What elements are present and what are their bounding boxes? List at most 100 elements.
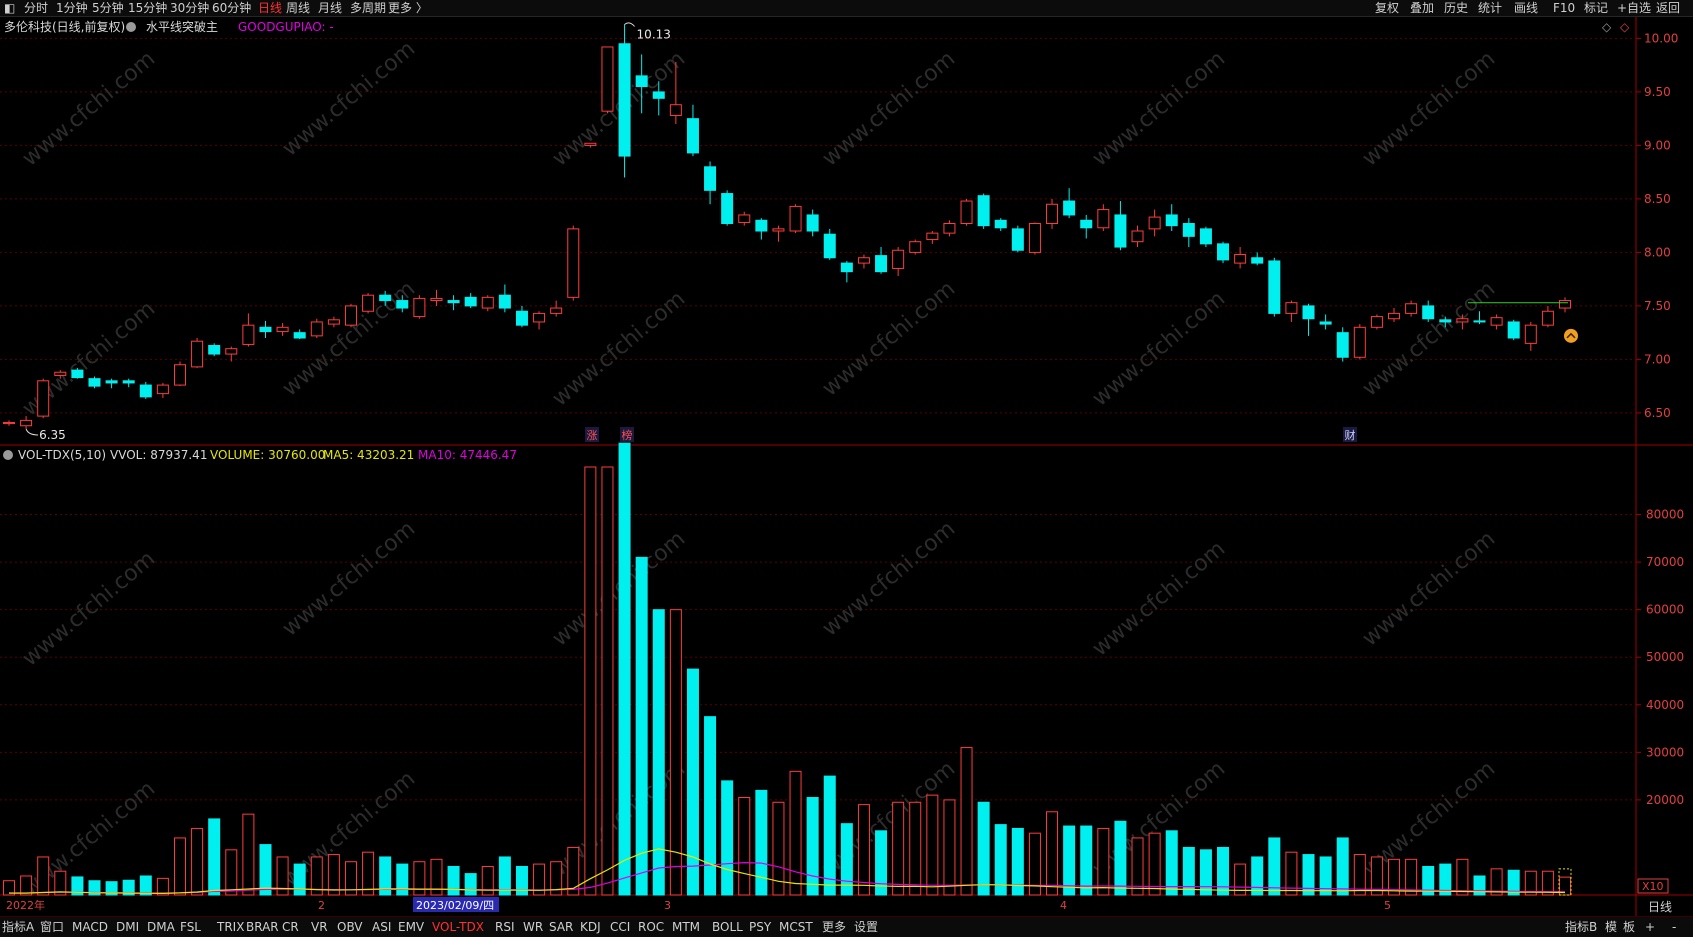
period-tab-6[interactable]: 日线 [258, 1, 283, 15]
bottom-right-0[interactable]: 指标B [1565, 920, 1598, 934]
period-tab-2[interactable]: 5分钟 [92, 1, 124, 15]
indicator-toggle-icon [126, 22, 136, 32]
indicator-tab-sar[interactable]: SAR [549, 920, 574, 934]
toolbar-right-5[interactable]: F10 [1553, 1, 1576, 15]
candle-body [1473, 320, 1486, 323]
volume-bar [704, 716, 717, 896]
indicator-tab-asi[interactable]: ASI [372, 920, 392, 934]
indicator-tab-brar[interactable]: BRAR [246, 920, 279, 934]
indicator-tab-mtm[interactable]: MTM [672, 920, 701, 934]
indicator-a-button[interactable]: 指标A [2, 920, 35, 934]
volume-bar [379, 856, 392, 896]
volume-bar [105, 881, 118, 896]
volume-bar [909, 801, 922, 896]
candle-body [156, 384, 169, 395]
candle-body [1182, 223, 1195, 237]
volume-bar [772, 801, 785, 896]
toolbar-right-1[interactable]: 叠加 [1410, 1, 1435, 15]
candle-body [686, 118, 699, 154]
stock-title: 多伦科技(日线,前复权) [4, 19, 125, 34]
candle-body [635, 75, 648, 88]
candle-body [259, 326, 272, 333]
volume-bar [994, 824, 1007, 896]
watermark-text: www.cfchi.com [818, 46, 960, 171]
indicator-tab-dmi[interactable]: DMI [116, 920, 140, 934]
indicator-tab-fsl[interactable]: FSL [180, 920, 201, 934]
candle-body [173, 364, 186, 386]
volume-bar [840, 823, 853, 896]
period-tab-10[interactable]: 更多 〉 [388, 1, 428, 15]
indicator-tab-rsi[interactable]: RSI [495, 920, 515, 934]
volume-bar [276, 856, 289, 896]
period-tab-7[interactable]: 周线 [286, 1, 311, 15]
toolbar-right-8[interactable]: 返回 [1656, 1, 1681, 15]
bottom-right-3[interactable]: + [1645, 920, 1656, 934]
volume-bar [1422, 865, 1435, 896]
candle-body [225, 348, 238, 355]
volume-bar [943, 799, 956, 896]
bottom-right-4[interactable]: - [1672, 920, 1677, 934]
indicator-tab---[interactable]: 更多 [822, 920, 847, 934]
candle-body [618, 43, 631, 157]
volume-bar [242, 813, 255, 896]
candle-body [1439, 319, 1452, 323]
indicator-tab-trix[interactable]: TRIX [217, 920, 245, 934]
diamond-icon: ◇ [1602, 20, 1612, 34]
period-tab-1[interactable]: 1分钟 [56, 1, 88, 15]
indicator-tab-macd[interactable]: MACD [72, 920, 108, 934]
volume-unit-box [1637, 878, 1669, 894]
indicator-tab-kdj[interactable]: KDJ [580, 920, 601, 934]
indicator-tab-cr[interactable]: CR [282, 920, 299, 934]
candle-body [567, 228, 580, 298]
candle-body [1370, 316, 1383, 328]
indicator-tab-wr[interactable]: WR [523, 920, 544, 934]
period-tab-8[interactable]: 月线 [318, 1, 343, 15]
candle-body [909, 241, 922, 253]
candle-body [1131, 230, 1144, 243]
cursor-date-box [413, 897, 499, 912]
top-toolbar: 分时 1分钟 5分钟 15分钟 30分钟 60分钟 日线 周线 月线 多周期 更多 〉 ◧ 复权 叠加 历史… [0, 0, 1693, 17]
toolbar-right-0[interactable]: 复权 [1375, 1, 1400, 15]
toolbar-right-3[interactable]: 统计 [1478, 1, 1503, 15]
period-tab-0[interactable]: 分时 [24, 1, 49, 15]
candle-body [1165, 214, 1178, 227]
window-menu-icon[interactable]: ◧ [4, 1, 16, 15]
price-tick-label: 8.50 [1644, 192, 1671, 206]
volume-tick-label: 60000 [1646, 603, 1684, 617]
volume-bar [1028, 832, 1041, 896]
indicator-tab-roc[interactable]: ROC [638, 920, 665, 934]
toolbar-right-6[interactable]: 标记 [1584, 1, 1609, 15]
period-tab-3[interactable]: 15分钟 [128, 1, 168, 15]
indicator-tab-obv[interactable]: OBV [337, 920, 363, 934]
candle-body [191, 340, 204, 368]
indicator-tab-boll[interactable]: BOLL [712, 920, 743, 934]
candle-body [54, 371, 67, 376]
toolbar-right-4[interactable]: 画线 [1514, 1, 1539, 15]
candle-body [1217, 243, 1230, 261]
period-tab-4[interactable]: 30分钟 [170, 1, 210, 15]
indicator-tab-psy[interactable]: PSY [749, 920, 772, 934]
bottom-right-1[interactable]: 模 [1605, 920, 1618, 934]
toolbar-right-2[interactable]: 历史 [1444, 1, 1469, 15]
volume-bar [1182, 846, 1195, 896]
window-button[interactable]: 窗口 [40, 920, 65, 934]
volume-bar [54, 870, 67, 896]
toolbar-right-7[interactable]: +自选 [1617, 1, 1652, 15]
kline-chart[interactable]: 10.00 9.50 9.00 8.50 8.00 7.50 7.00 6.50 80000 70… [0, 17, 1693, 916]
indicator-tab---[interactable]: 设置 [854, 920, 879, 934]
indicator-tab-vol-tdx[interactable]: VOL-TDX [432, 920, 484, 934]
indicator-tab-dma[interactable]: DMA [147, 920, 175, 934]
candle-body [960, 200, 973, 225]
period-tab-9[interactable]: 多周期 [350, 1, 387, 15]
bottom-right-2[interactable]: 板 [1623, 920, 1636, 934]
indicator-tab-mcst[interactable]: MCST [779, 920, 813, 934]
volume-bar [1199, 849, 1212, 896]
indicator-tab-vr[interactable]: VR [311, 920, 328, 934]
candle-body [276, 326, 289, 333]
candle-body [1507, 321, 1520, 339]
period-tab-5[interactable]: 60分钟 [212, 1, 252, 15]
indicator-tab-emv[interactable]: EMV [398, 920, 425, 934]
indicator-tab-cci[interactable]: CCI [610, 920, 631, 934]
candle-body [344, 305, 357, 326]
last-bar-highlight [1558, 868, 1572, 896]
